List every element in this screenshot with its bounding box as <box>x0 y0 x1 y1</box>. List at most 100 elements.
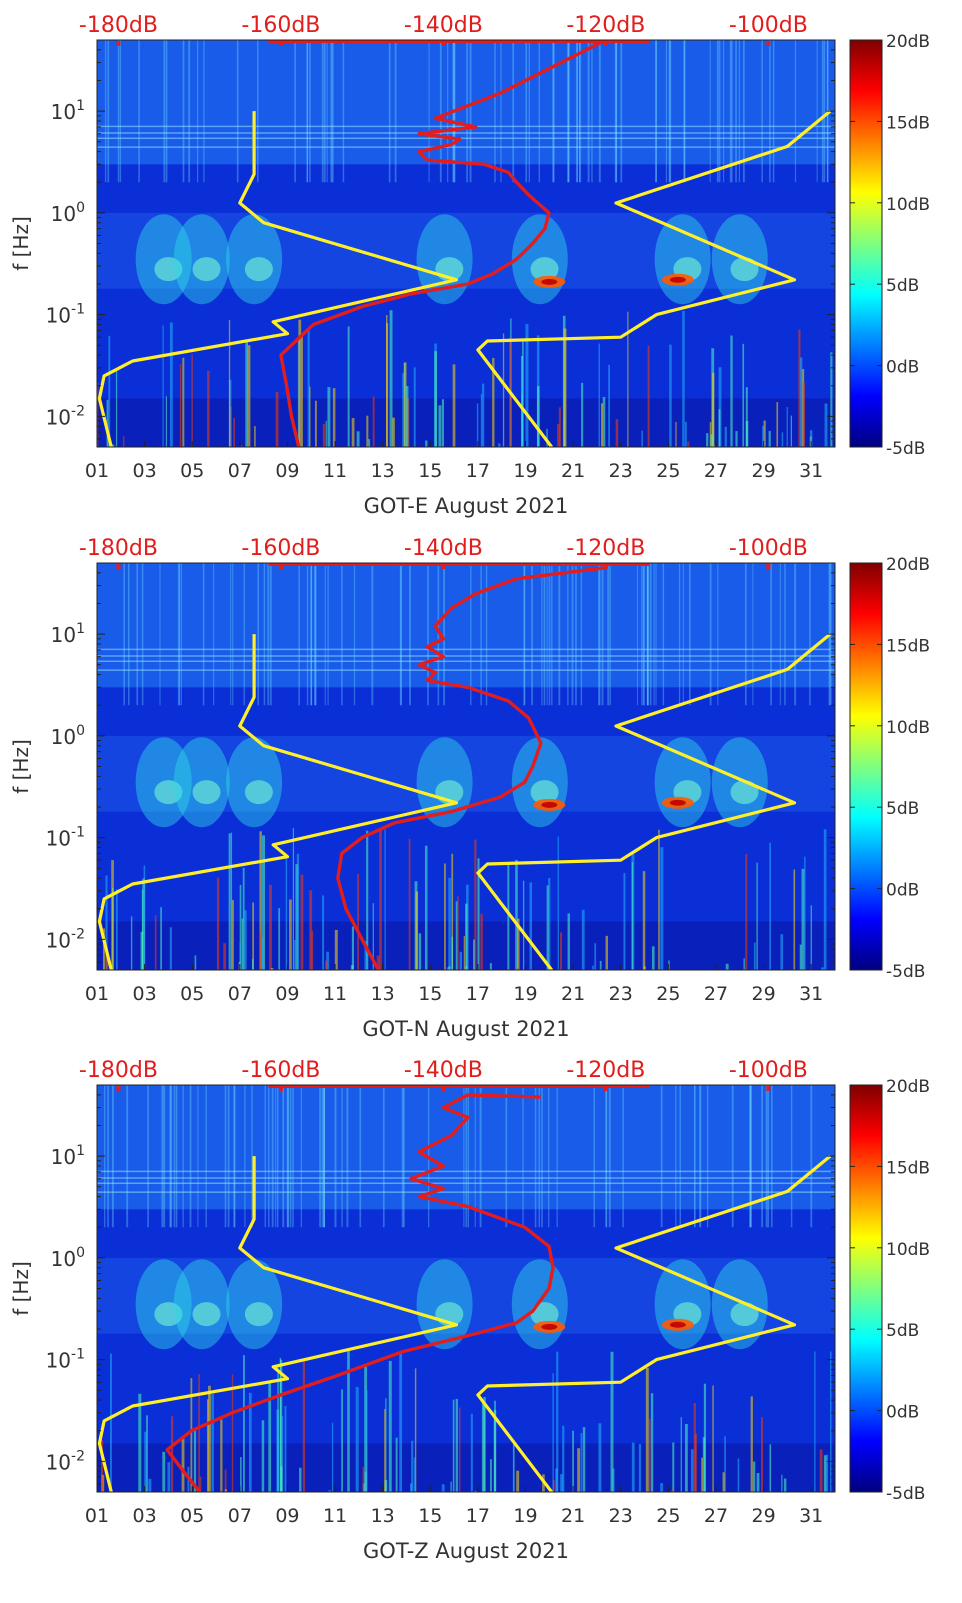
transient-streak <box>335 930 338 970</box>
noise-streak <box>784 563 785 705</box>
energy-peak-core <box>670 800 686 806</box>
noise-streak <box>684 40 685 182</box>
y-tick-label: 10-1 <box>46 1347 85 1373</box>
x-tick-label: 25 <box>656 1505 680 1527</box>
noise-streak <box>265 1085 266 1227</box>
noise-streak <box>780 563 781 705</box>
x-tick-label: 15 <box>418 460 442 482</box>
noise-streak <box>761 40 763 182</box>
transient-streak <box>303 1361 305 1492</box>
noise-streak <box>524 563 526 705</box>
transient-streak <box>170 322 173 447</box>
noise-streak <box>579 40 580 182</box>
transient-streak <box>434 351 437 447</box>
transient-streak <box>352 927 354 970</box>
transient-streak <box>477 403 479 447</box>
top-db-label: -100dB <box>729 13 808 38</box>
transient-streak <box>444 863 446 970</box>
transient-streak <box>379 829 382 970</box>
noise-streak <box>717 563 718 705</box>
transient-streak <box>207 1399 209 1492</box>
harmonic-line <box>97 661 835 663</box>
colorbar-label: -5dB <box>886 439 925 459</box>
noise-streak <box>567 563 568 705</box>
noise-streak <box>731 40 732 182</box>
x-tick-label: 25 <box>656 983 680 1005</box>
colorbar-label: -5dB <box>886 1484 925 1504</box>
transient-streak <box>333 388 336 447</box>
noise-streak <box>822 40 823 182</box>
colorbar-label: 5dB <box>886 1321 919 1341</box>
noise-streak <box>794 563 796 705</box>
transient-streak <box>701 1458 703 1492</box>
noise-streak <box>641 563 643 705</box>
noise-streak <box>330 40 332 182</box>
noise-streak <box>314 563 316 705</box>
colorbar-label: 0dB <box>886 881 919 901</box>
transient-streak <box>814 1351 815 1492</box>
x-tick-label: 23 <box>609 460 633 482</box>
transient-streak <box>425 441 427 447</box>
y-axis-label: f [Hz] <box>9 739 33 794</box>
y-tick-label: 101 <box>51 1143 85 1169</box>
y-tick-label: 10-1 <box>46 825 85 851</box>
top-db-tick <box>604 1086 608 1091</box>
transient-streak <box>278 908 280 970</box>
transient-streak <box>131 916 132 970</box>
transient-streak <box>572 1431 574 1492</box>
x-tick-label: 19 <box>513 1505 537 1527</box>
noise-streak <box>643 563 644 705</box>
noise-streak <box>773 40 775 182</box>
noise-streak <box>190 1085 192 1227</box>
noise-streak <box>112 1085 114 1227</box>
noise-streak <box>182 1085 183 1227</box>
transient-streak <box>389 1361 392 1492</box>
harmonic-line <box>97 669 835 671</box>
noise-streak <box>311 563 312 705</box>
transient-streak <box>562 1426 564 1492</box>
top-db-tick <box>279 41 283 46</box>
noise-streak <box>402 1085 404 1227</box>
noise-streak <box>282 1085 284 1227</box>
transient-streak <box>442 1484 445 1492</box>
top-db-tick <box>279 1086 283 1091</box>
transient-streak <box>448 966 450 970</box>
noise-streak <box>142 563 144 705</box>
storm-core <box>245 1302 273 1326</box>
transient-streak <box>780 934 783 970</box>
transient-streak <box>459 952 462 970</box>
transient-streak <box>756 863 757 970</box>
noise-streak <box>707 1085 708 1227</box>
transient-streak <box>648 346 650 447</box>
noise-streak <box>309 40 311 182</box>
noise-streak <box>576 40 578 182</box>
noise-streak <box>680 1085 681 1227</box>
y-tick-label: 101 <box>51 621 85 647</box>
transient-streak <box>658 830 660 970</box>
transient-streak <box>289 900 292 970</box>
transient-streak <box>718 409 720 447</box>
transient-streak <box>726 964 729 970</box>
transient-streak <box>390 310 393 447</box>
x-tick-label: 23 <box>609 1505 633 1527</box>
transient-streak <box>327 387 330 447</box>
transient-streak <box>706 433 708 447</box>
noise-streak <box>290 1085 292 1227</box>
noise-streak <box>120 40 121 182</box>
noise-streak <box>409 563 411 705</box>
noise-streak <box>228 1085 230 1227</box>
transient-streak <box>791 416 792 447</box>
top-db-tick <box>766 1086 770 1091</box>
x-tick-label: 21 <box>561 460 585 482</box>
x-tick-label: 29 <box>751 460 775 482</box>
transient-streak <box>482 384 484 447</box>
noise-streak <box>268 1085 269 1227</box>
noise-streak <box>470 563 471 705</box>
storm-core <box>245 780 273 804</box>
transient-streak <box>464 936 465 970</box>
transient-streak <box>110 1354 112 1492</box>
transient-streak <box>811 905 812 970</box>
transient-streak <box>260 930 261 970</box>
energy-peak-core <box>541 1324 557 1330</box>
transient-streak <box>781 1475 782 1492</box>
